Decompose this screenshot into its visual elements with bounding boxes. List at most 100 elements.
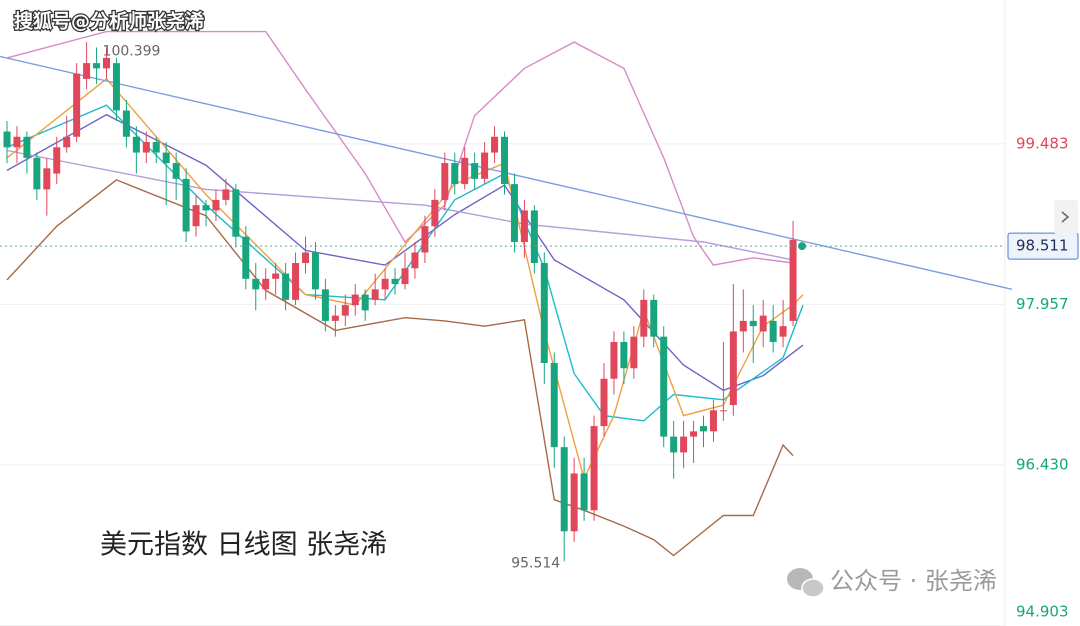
candle-body — [53, 147, 61, 174]
candle-body — [331, 315, 339, 321]
candle-body — [431, 199, 439, 227]
candle-body — [351, 294, 359, 306]
current-price-box — [1007, 232, 1079, 260]
candle-body — [520, 210, 528, 242]
candle-body — [690, 431, 698, 437]
candle-body — [341, 305, 349, 316]
candle-body — [122, 110, 130, 137]
candle-body — [212, 199, 220, 211]
indicator-line — [6, 30, 794, 266]
current-price-dot — [798, 242, 807, 251]
candle-body — [321, 289, 329, 321]
y-tick-label: 97.957 — [1016, 295, 1069, 313]
candle-body — [779, 326, 787, 337]
candle-body — [361, 294, 369, 311]
footer: 公众号 · 张尧浠 — [830, 567, 997, 595]
candle-body — [610, 341, 618, 379]
candle-body — [620, 341, 628, 369]
candle-body — [182, 178, 190, 232]
candle-body — [421, 226, 429, 253]
candle-body — [132, 136, 140, 153]
candle-body — [680, 436, 688, 453]
candle-body — [272, 273, 280, 279]
candle-body — [630, 336, 638, 369]
indicator-line — [6, 149, 794, 261]
candle-body — [540, 263, 548, 363]
wechat-icon — [787, 568, 825, 598]
candle-body — [441, 163, 449, 200]
candle-body — [302, 252, 309, 264]
candle-body — [640, 299, 648, 337]
candle-body — [769, 320, 777, 342]
candle-body — [560, 447, 568, 532]
candle-body — [550, 362, 558, 448]
extreme-label: 95.514 — [511, 555, 560, 571]
candle-body — [481, 152, 489, 179]
candle-body — [232, 189, 240, 237]
candle-body — [381, 278, 389, 290]
candle-body — [660, 336, 668, 437]
candle-body — [152, 142, 160, 153]
candle-body — [570, 473, 578, 532]
candle-body — [63, 136, 71, 148]
candle-body — [311, 252, 319, 290]
y-tick-label: 99.483 — [1016, 134, 1069, 152]
candle-body — [202, 205, 210, 211]
candle-body — [391, 278, 399, 285]
y-tick-label: 96.430 — [1016, 456, 1069, 474]
candle-body — [33, 157, 41, 190]
candle-body — [650, 299, 658, 337]
indicator-line — [6, 77, 804, 481]
y-tick-label: 94.903 — [1016, 603, 1069, 621]
candle-body — [252, 278, 260, 290]
candle-body — [401, 268, 409, 285]
current-price-label: 98.511 — [1016, 237, 1069, 255]
candle-body — [83, 63, 91, 79]
candle-body — [700, 426, 707, 432]
candle-body — [491, 136, 499, 153]
candle-body — [162, 152, 170, 164]
candle-body — [371, 289, 379, 300]
candle-body — [23, 136, 31, 158]
candle-body — [709, 410, 717, 432]
candle-body — [471, 163, 479, 179]
candle-body — [3, 131, 11, 148]
candle-body — [580, 473, 588, 511]
candle-body — [670, 436, 678, 453]
candle-body — [142, 142, 150, 153]
candle-body — [719, 410, 727, 412]
candle-body — [530, 210, 538, 264]
candle-body — [13, 136, 21, 148]
candle-body — [461, 157, 469, 185]
candle-body — [729, 331, 737, 406]
candle-body — [749, 320, 757, 327]
caption: 美元指数 日线图 张尧浠 — [100, 530, 387, 561]
candle-body — [242, 236, 250, 279]
candle-body — [759, 315, 767, 332]
candle-body — [292, 263, 300, 300]
candle-body — [73, 73, 81, 137]
candle-body — [451, 163, 459, 185]
candle-body — [590, 426, 598, 511]
candle-body — [600, 378, 608, 427]
plot-area: 94.903 96.430 97.957 99.483 98.511 100.399 95.… — [0, 30, 1079, 626]
candle-body — [262, 278, 270, 290]
extreme-label: 100.399 — [103, 43, 161, 59]
expand-button[interactable] — [1054, 200, 1078, 234]
candle-body — [103, 57, 110, 69]
candle-body — [282, 273, 290, 300]
candle-body — [93, 63, 101, 69]
candle-body — [222, 189, 230, 200]
watermark: 搜狐号@分析师张尧浠 — [14, 10, 204, 33]
candle-body — [112, 63, 120, 111]
candle-body — [172, 163, 180, 179]
candle-body — [501, 136, 508, 185]
candle-body — [43, 168, 51, 190]
candle-body — [192, 205, 200, 227]
candle-body — [411, 252, 419, 269]
candle-body — [510, 184, 518, 242]
candle-body — [789, 239, 797, 321]
candle-body — [739, 320, 747, 332]
